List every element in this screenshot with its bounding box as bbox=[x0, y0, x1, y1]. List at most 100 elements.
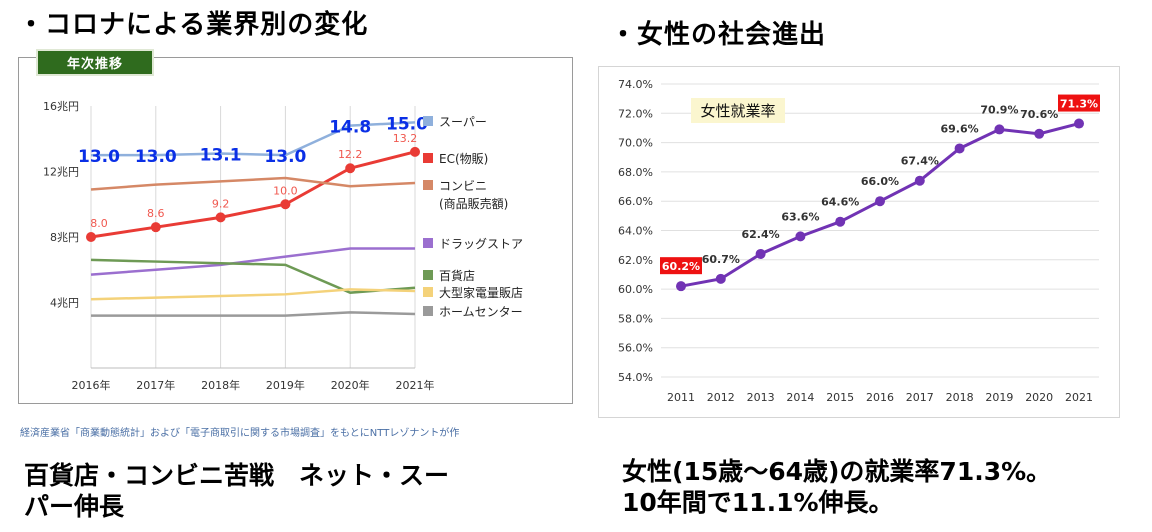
series-line bbox=[91, 121, 416, 157]
legend-label: スーパー bbox=[439, 115, 487, 129]
legend-swatch bbox=[423, 180, 433, 190]
data-point bbox=[150, 222, 161, 233]
x-tick-label: 2020 bbox=[1025, 391, 1053, 404]
legend-swatch bbox=[423, 270, 433, 280]
employment-chart: 54.0% 56.0% 58.0% 60.0% 62.0% 64.0% 66.0% 68.0%… bbox=[618, 78, 1100, 404]
data-point bbox=[994, 124, 1005, 135]
data-label: 70.9% bbox=[980, 103, 1018, 116]
annotation-box bbox=[691, 98, 785, 123]
data-label: 10.0 bbox=[273, 184, 298, 197]
x-tick-label: 2020年 bbox=[331, 378, 370, 392]
y-tick-label: 66.0% bbox=[618, 195, 653, 208]
x-tick-label: 2016 bbox=[866, 391, 894, 404]
data-label: 9.2 bbox=[212, 197, 230, 210]
y-tick-label: 62.0% bbox=[618, 254, 653, 267]
series-line bbox=[90, 176, 416, 191]
y-tick-label: 16兆円 bbox=[43, 100, 79, 113]
source-note: 経済産業省「商業動態統計」および「電子商取引に関する市場調査」をもとにNTTレゾ… bbox=[20, 428, 460, 439]
x-tick-label: 2018年 bbox=[201, 378, 240, 392]
legend-label: コンビニ bbox=[439, 179, 487, 193]
y-tick-label: 64.0% bbox=[618, 225, 653, 238]
data-point bbox=[954, 143, 965, 154]
data-label: 13.0 bbox=[264, 147, 306, 167]
y-tick-label: 68.0% bbox=[618, 166, 653, 179]
data-label: 13.0 bbox=[135, 147, 177, 167]
data-label: 66.0% bbox=[861, 175, 899, 188]
x-tick-label: 2019 bbox=[985, 391, 1013, 404]
data-point bbox=[215, 212, 226, 223]
legend-swatch bbox=[423, 153, 433, 163]
y-tick-label: 58.0% bbox=[618, 312, 653, 325]
data-label: 60.2% bbox=[662, 260, 700, 273]
y-tick-label: 8兆円 bbox=[50, 231, 79, 244]
legend-swatch bbox=[423, 238, 433, 248]
data-label: 70.6% bbox=[1020, 108, 1058, 121]
series-line bbox=[90, 247, 415, 276]
y-tick-label: 4兆円 bbox=[50, 297, 79, 310]
data-point bbox=[280, 199, 291, 210]
data-point bbox=[875, 196, 885, 207]
series-line bbox=[90, 288, 416, 301]
legend-swatch bbox=[423, 116, 433, 126]
data-label: 69.6% bbox=[941, 122, 979, 135]
data-label: 8.6 bbox=[147, 207, 165, 220]
data-point bbox=[1074, 118, 1084, 129]
y-tick-label: 54.0% bbox=[618, 371, 653, 384]
data-point bbox=[914, 175, 925, 186]
y-tick-label: 60.0% bbox=[618, 283, 653, 296]
legend-swatch bbox=[423, 287, 433, 297]
data-label: 13.1 bbox=[200, 145, 242, 165]
data-label: 60.7% bbox=[702, 253, 740, 266]
series-line bbox=[90, 150, 416, 239]
left-caption-line2: パー伸長 bbox=[24, 492, 125, 521]
x-tick-label: 2021年 bbox=[396, 378, 435, 392]
data-label: 8.0 bbox=[90, 217, 108, 230]
y-tick-label: 74.0% bbox=[618, 78, 653, 91]
data-point bbox=[86, 232, 96, 242]
y-tick-label: 56.0% bbox=[618, 342, 653, 355]
legend-label: ホームセンター bbox=[439, 305, 523, 319]
annual-trend-badge: 年次推移 bbox=[36, 49, 154, 76]
y-tick-label: 70.0% bbox=[618, 137, 653, 150]
right-caption-line2: 10年間で11.1%伸長。 bbox=[622, 488, 894, 517]
left-caption-line1: 百貨店・コンビニ苦戦 ネット・スー bbox=[24, 461, 450, 490]
data-label-highlight bbox=[1058, 94, 1100, 112]
right-chart-panel: 54.0% 56.0% 58.0% 60.0% 62.0% 64.0% 66.0% 68.0%… bbox=[598, 66, 1120, 418]
x-tick-label: 2015 bbox=[826, 391, 854, 404]
legend-label: (商品販売額) bbox=[439, 196, 508, 211]
data-point bbox=[345, 163, 356, 174]
legend-swatch bbox=[423, 306, 433, 316]
series-line bbox=[91, 311, 416, 317]
data-label: 15.0 bbox=[386, 114, 428, 134]
data-point bbox=[755, 248, 766, 259]
x-tick-label: 2021 bbox=[1065, 391, 1093, 404]
x-tick-label: 2017 bbox=[906, 391, 934, 404]
data-point bbox=[1034, 128, 1045, 139]
data-point bbox=[835, 216, 846, 227]
left-heading: ・コロナによる業界別の変化 bbox=[18, 10, 369, 40]
legend-label: ドラッグストア bbox=[439, 237, 523, 251]
x-tick-label: 2016年 bbox=[72, 378, 111, 392]
data-label: 67.4% bbox=[901, 155, 939, 168]
data-label: 62.4% bbox=[742, 228, 780, 241]
data-label: 63.6% bbox=[781, 210, 819, 223]
annotation-label: 女性就業率 bbox=[700, 102, 775, 120]
legend-label: 百貨店 bbox=[439, 268, 475, 283]
data-label: 14.8 bbox=[329, 118, 371, 138]
right-caption: 女性(15歳～64歳)の就業率71.3%。 10年間で11.1%伸長。 bbox=[622, 456, 1051, 518]
y-tick-label: 72.0% bbox=[618, 107, 653, 120]
data-point bbox=[410, 146, 420, 157]
legend-label: 大型家電量販店 bbox=[439, 285, 523, 300]
data-point bbox=[715, 273, 726, 284]
data-label: 13.2 bbox=[393, 132, 418, 145]
legend-label: EC(物販) bbox=[439, 152, 488, 166]
left-chart-panel: 2016年 2017年 2018年 2019年 2020年 2021年 4兆円 8兆円 12兆円… bbox=[18, 57, 573, 404]
series-line bbox=[90, 258, 416, 294]
data-label: 64.6% bbox=[821, 196, 859, 209]
left-caption: 百貨店・コンビニ苦戦 ネット・スー パー伸長 bbox=[24, 460, 449, 522]
x-tick-label: 2013 bbox=[747, 391, 775, 404]
right-caption-line1: 女性(15歳～64歳)の就業率71.3%。 bbox=[622, 457, 1052, 486]
x-tick-label: 2011 bbox=[667, 391, 695, 404]
x-tick-label: 2012 bbox=[707, 391, 735, 404]
x-tick-label: 2017年 bbox=[136, 378, 175, 392]
